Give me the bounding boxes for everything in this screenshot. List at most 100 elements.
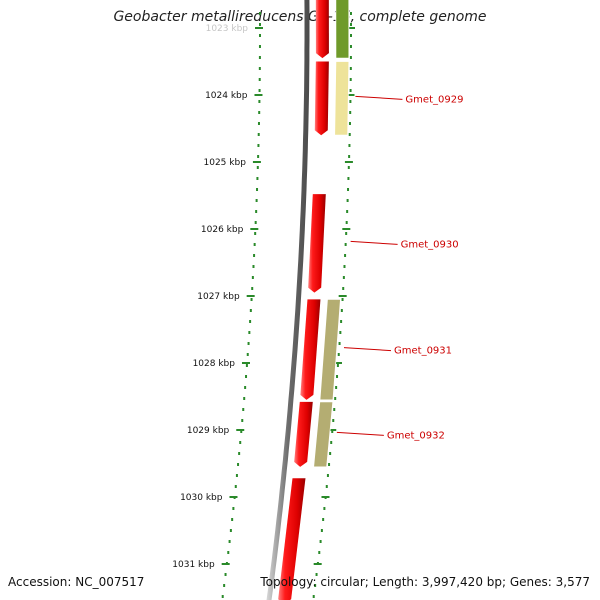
- ruler-dot: [239, 441, 242, 444]
- scale-tick-label: 1029 kbp: [187, 426, 230, 436]
- scale-tick-label: 1031 kbp: [172, 560, 215, 570]
- ruler-dot: [312, 595, 315, 598]
- scale-tick-mark: [246, 295, 255, 297]
- ruler-dot: [255, 210, 258, 213]
- ruler-dot: [348, 133, 351, 136]
- scale-tick-mark: [346, 94, 355, 96]
- scale-tick-mark: [254, 94, 263, 96]
- scale-tick-label: 1024 kbp: [205, 91, 248, 101]
- scale-tick-mark: [313, 563, 322, 565]
- ruler-dot: [252, 265, 255, 268]
- ruler-dot: [247, 342, 250, 345]
- ruler-dot: [341, 298, 344, 301]
- gene-label-leader: [350, 240, 398, 245]
- ruler-dot: [349, 100, 352, 103]
- gene-label[interactable]: Gmet_0932: [387, 430, 445, 441]
- cog-track: [313, 0, 350, 468]
- scale-tick-mark: [255, 27, 263, 29]
- ruler-dot: [344, 254, 347, 257]
- ruler-dot: [253, 254, 256, 257]
- cds-track: [278, 0, 329, 600]
- ruler-dot: [221, 595, 224, 598]
- scale-tick-mark: [321, 496, 330, 498]
- ruler-dot: [320, 529, 323, 532]
- ruler-dot: [258, 56, 261, 59]
- ruler-dot: [348, 122, 351, 125]
- ruler-dot: [256, 188, 259, 191]
- ruler-dot: [254, 232, 257, 235]
- ruler-dot: [245, 364, 248, 367]
- ruler-dot: [257, 122, 260, 125]
- ruler-dot: [245, 375, 248, 378]
- ruler-dot: [238, 452, 241, 455]
- ruler-dot: [258, 34, 261, 37]
- ruler-dot: [345, 221, 348, 224]
- ruler-dot: [246, 353, 249, 356]
- ruler-dot: [258, 78, 261, 81]
- ruler-dot: [258, 111, 261, 114]
- scale-tick-label: 1026 kbp: [201, 225, 244, 235]
- ruler-dot: [227, 551, 230, 554]
- ruler-dot: [340, 309, 343, 312]
- ruler-dot: [257, 144, 260, 147]
- gene-label[interactable]: Gmet_0931: [394, 346, 452, 357]
- ruler-dot: [349, 56, 352, 59]
- scale-tick-mark: [236, 429, 245, 431]
- scale-tick-mark: [221, 563, 230, 565]
- cds-feature: [315, 0, 329, 59]
- ruler-dot: [237, 463, 240, 466]
- ruler-dot: [329, 452, 332, 455]
- ruler-dot: [231, 518, 234, 521]
- ruler-dot: [336, 375, 339, 378]
- ruler-dot: [342, 287, 345, 290]
- ruler-dot: [345, 232, 348, 235]
- ruler-dot: [258, 89, 261, 92]
- scale-tick-label: 1028 kbp: [193, 359, 236, 369]
- ruler-dot: [347, 166, 350, 169]
- gene-label[interactable]: Gmet_0930: [401, 239, 459, 250]
- ruler-dot: [258, 67, 261, 70]
- cog-feature: [313, 401, 334, 468]
- gene-label[interactable]: Gmet_0929: [405, 94, 463, 105]
- ruler-dot: [338, 342, 341, 345]
- scale-tick-label: 1023 kbp: [206, 24, 249, 34]
- ruler-dot: [258, 45, 261, 48]
- ruler-dot: [346, 199, 349, 202]
- scale-tick-label: 1025 kbp: [204, 158, 247, 168]
- cds-feature: [278, 478, 306, 600]
- cds-feature: [314, 61, 329, 136]
- ruler-dot: [331, 430, 334, 433]
- ruler-dot: [349, 111, 352, 114]
- ruler-dot: [318, 551, 321, 554]
- genome-backbone-line: [266, 0, 310, 600]
- cds-feature: [300, 299, 321, 400]
- ruler-dot: [235, 474, 238, 477]
- outer-ruler-dots: [312, 12, 352, 598]
- ruler-dot: [322, 518, 325, 521]
- scale-tick-mark: [250, 228, 259, 230]
- ruler-dot: [334, 397, 337, 400]
- ruler-dot: [340, 320, 343, 323]
- gene-labels: Gmet_0929 Gmet_0930 Gmet_0931 Gmet_0932: [336, 94, 463, 441]
- ruler-dot: [335, 386, 338, 389]
- ruler-dot: [251, 287, 254, 290]
- ruler-dot: [254, 221, 257, 224]
- ruler-dot: [258, 23, 261, 26]
- scale-tick-mark: [328, 429, 337, 431]
- ruler-dot: [258, 100, 261, 103]
- ruler-dot: [349, 89, 352, 92]
- ruler-dot: [244, 386, 247, 389]
- ruler-dot: [256, 177, 259, 180]
- ruler-dot: [328, 463, 331, 466]
- scale-tick-mark: [342, 228, 351, 230]
- ruler-dot: [336, 364, 339, 367]
- ruler-dot: [257, 155, 260, 158]
- ruler-dot: [349, 23, 352, 26]
- genome-backbone: [266, 0, 310, 600]
- scale-tick-label: 1030 kbp: [180, 493, 223, 503]
- cds-feature: [294, 401, 313, 467]
- scale-ticks: 1023 kbp 1024 kbp 1025 kbp 1026 kbp 1027 kbp…: [172, 24, 355, 570]
- ruler-dot: [256, 166, 259, 169]
- ruler-dot: [253, 243, 256, 246]
